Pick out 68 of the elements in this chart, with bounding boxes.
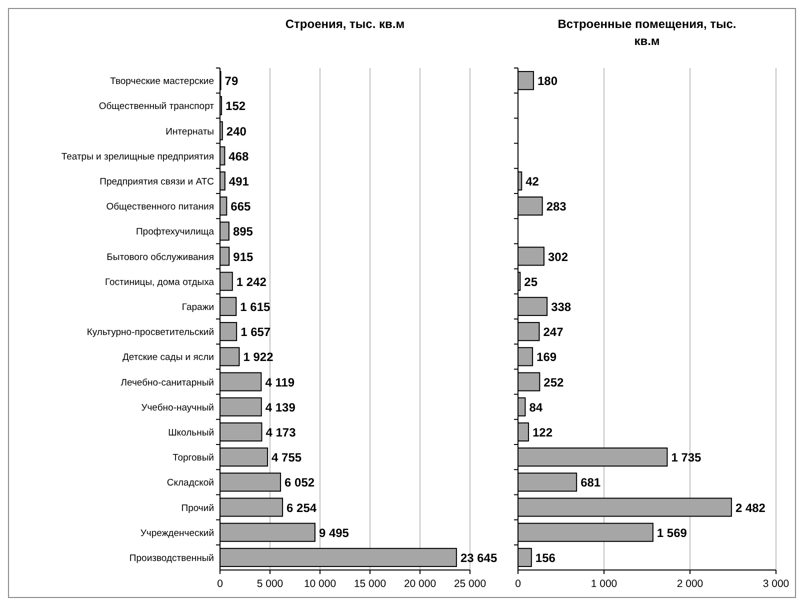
data-label: 1 615 (240, 300, 271, 314)
data-label: 1 735 (671, 450, 702, 465)
data-label: 169 (536, 350, 557, 364)
y-tick-label: Творческие мастерские (110, 76, 214, 88)
data-label: 4 139 (265, 400, 296, 414)
data-label: 84 (529, 400, 543, 414)
y-tick-label: Торговый (172, 452, 214, 464)
data-label: 915 (233, 250, 254, 264)
x-tick-label: 0 (515, 578, 522, 590)
data-label: 42 (526, 174, 540, 188)
y-tick-label: Учрежденческий (140, 528, 214, 539)
data-label: 6 254 (286, 500, 317, 515)
y-tick-label: Общественный транспорт (98, 101, 215, 112)
data-label: 152 (226, 99, 246, 114)
data-label: 4 173 (266, 425, 296, 440)
data-label: 1 569 (656, 526, 688, 540)
x-tick-label: 5 000 (256, 578, 284, 590)
data-label: 302 (548, 250, 568, 264)
y-tick-label: Производственный (129, 552, 214, 564)
data-label: 252 (544, 375, 564, 390)
y-tick-label: Общественного питания (106, 202, 214, 213)
x-tick-label: 15 000 (354, 578, 386, 590)
data-label: 4 119 (265, 375, 295, 390)
y-tick-label: Театры и зрелищные предприятия (61, 151, 214, 162)
y-tick-label: Школьный (168, 427, 214, 438)
x-tick-label: 3 000 (762, 578, 790, 590)
data-label: 681 (580, 476, 601, 490)
data-label: 665 (230, 200, 251, 214)
y-tick-label: Предприятия связи и АТС (100, 176, 214, 188)
chart-title: Встроенные помещения, тыс. кв.м (558, 17, 736, 48)
y-tick-label: Складской (166, 478, 214, 489)
data-label: 156 (535, 550, 556, 565)
y-tick-label: Учебно-научный (141, 402, 214, 414)
data-label: 338 (551, 300, 572, 314)
y-tick-label: Гаражи (182, 302, 214, 313)
data-label: 180 (537, 74, 558, 88)
x-tick-label: 20 000 (404, 578, 436, 590)
y-tick-label: Прочий (181, 502, 214, 514)
data-label: 25 (524, 274, 538, 289)
x-tick-label: 1 000 (590, 578, 618, 590)
data-label: 79 (224, 74, 238, 88)
data-label: 9 495 (318, 526, 350, 540)
y-tick-label: Профтехучилища (136, 226, 215, 238)
y-tick-label: Бытового обслуживания (106, 252, 214, 263)
data-label: 895 (232, 224, 254, 239)
y-tick-label: Интернаты (166, 126, 214, 138)
data-label: 1 242 (236, 274, 267, 289)
data-label: 122 (532, 425, 553, 440)
y-tick-label: Культурно-просветительский (86, 327, 214, 338)
data-label: 6 052 (284, 476, 315, 490)
data-label: 2 482 (735, 500, 766, 515)
y-tick-label: Лечебно-санитарный (120, 377, 214, 388)
y-tick-label: Гостиницы, дома отдыха (105, 276, 215, 288)
data-label: 1 657 (240, 325, 271, 340)
data-label: 247 (543, 325, 564, 340)
data-label: 468 (228, 149, 250, 164)
data-label: 491 (228, 174, 250, 188)
data-label: 4 755 (272, 450, 302, 465)
x-tick-label: 10 000 (304, 578, 336, 590)
data-label: 1 922 (243, 350, 274, 364)
data-label: 23 645 (460, 550, 498, 565)
x-tick-label: 2 000 (676, 578, 704, 590)
data-label: 240 (226, 124, 247, 138)
x-tick-label: 0 (217, 578, 224, 590)
data-label: 283 (546, 200, 567, 214)
x-tick-label: 25 000 (454, 578, 486, 590)
y-tick-label: Детские сады и ясли (122, 352, 214, 364)
chart-title: Строения, тыс. кв.м (285, 17, 405, 31)
